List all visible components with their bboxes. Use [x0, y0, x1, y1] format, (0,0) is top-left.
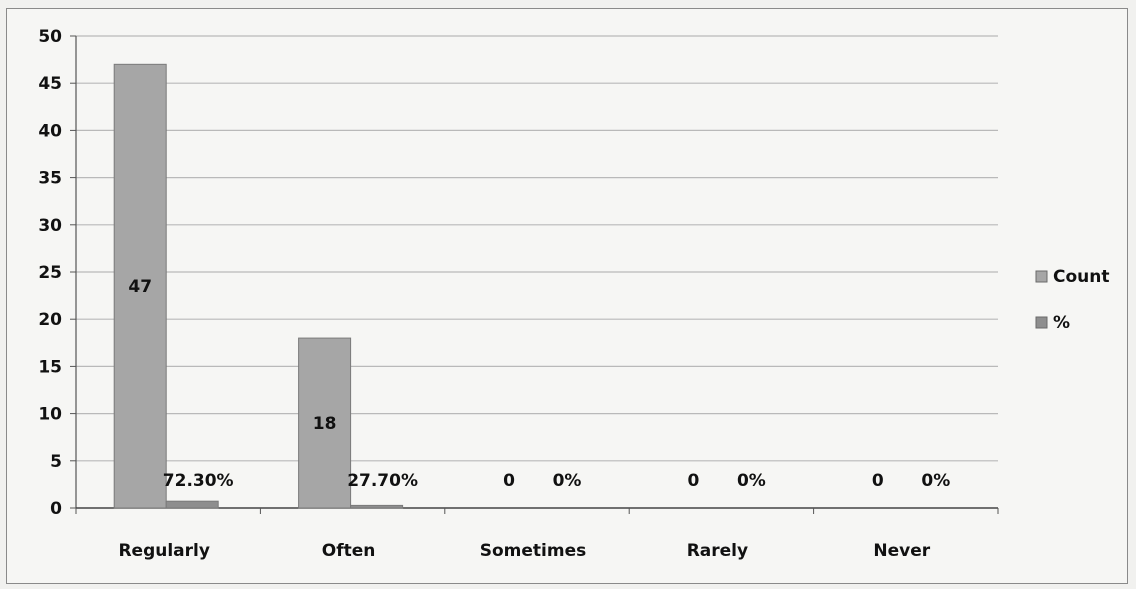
- data-label-count: 0: [503, 471, 515, 491]
- y-tick-label: 20: [38, 310, 62, 330]
- data-label-percent: 0%: [921, 471, 950, 491]
- chart-frame: [6, 8, 1128, 584]
- data-label-count: 0: [872, 471, 884, 491]
- x-category-label: Regularly: [118, 541, 209, 561]
- bar-count-regularly: [113, 63, 167, 509]
- y-tick-label: 50: [38, 27, 62, 47]
- y-tick-label: 25: [38, 263, 62, 283]
- data-label-percent: 72.30%: [163, 471, 234, 491]
- y-tick-label: 30: [38, 216, 62, 236]
- x-category-label: Often: [322, 541, 376, 561]
- legend-swatch: [1035, 316, 1048, 329]
- y-tick-label: 15: [38, 357, 62, 377]
- bar-percent-often: [350, 504, 404, 509]
- legend-swatch: [1035, 270, 1048, 283]
- x-category-label: Rarely: [687, 541, 748, 561]
- data-label-percent: 0%: [553, 471, 582, 491]
- y-tick-label: 10: [38, 405, 62, 425]
- data-label-count: 18: [313, 414, 337, 434]
- data-label-count: 0: [687, 471, 699, 491]
- y-tick-label: 40: [38, 121, 62, 141]
- y-tick-label: 0: [50, 499, 62, 519]
- bar-count-often: [298, 337, 352, 509]
- y-tick-label: 35: [38, 169, 62, 189]
- legend-label: Count: [1053, 267, 1110, 287]
- data-label-percent: 27.70%: [347, 471, 418, 491]
- x-category-label: Sometimes: [480, 541, 586, 561]
- data-label-percent: 0%: [737, 471, 766, 491]
- bar-percent-regularly: [165, 500, 219, 509]
- legend-label: %: [1053, 313, 1070, 333]
- y-tick-label: 5: [50, 452, 62, 472]
- data-label-count: 47: [128, 277, 152, 297]
- x-category-label: Never: [873, 541, 930, 561]
- y-tick-label: 45: [38, 74, 62, 94]
